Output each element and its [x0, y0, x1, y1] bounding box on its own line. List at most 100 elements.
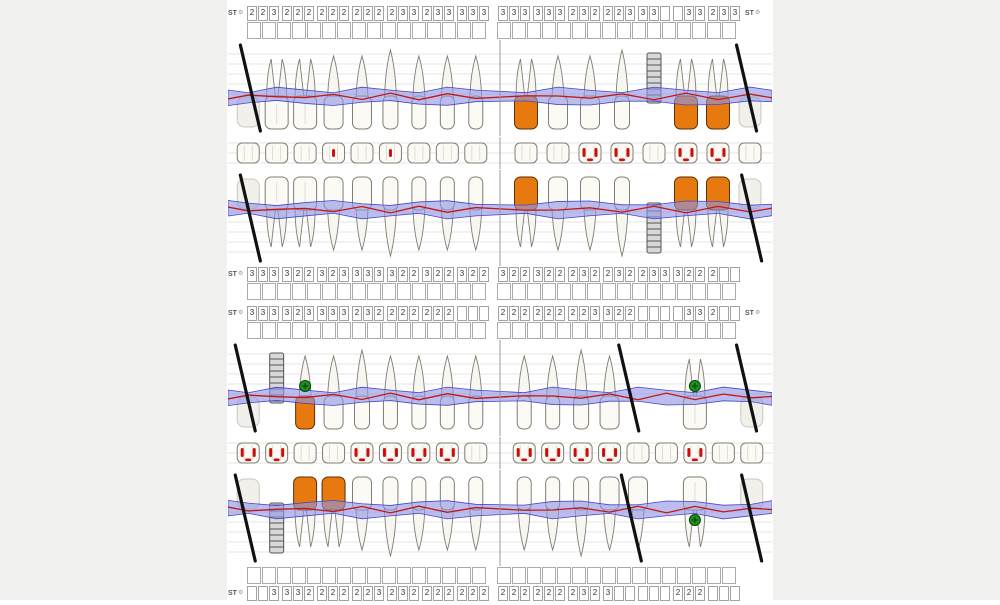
- probing-depth-box[interactable]: 2: [422, 5, 432, 21]
- tooth-canine[interactable]: [614, 48, 630, 130]
- lower-arch-lingual-view[interactable]: [228, 470, 772, 566]
- probing-depth-box[interactable]: 2: [317, 585, 327, 601]
- empty-measure-box[interactable]: [557, 322, 571, 339]
- probing-depth-box[interactable]: 3: [352, 266, 362, 282]
- probing-depth-box[interactable]: 3: [509, 5, 519, 21]
- empty-measure-box[interactable]: [647, 22, 661, 39]
- probing-depth-box[interactable]: 2: [498, 585, 508, 601]
- probing-depth-box[interactable]: 3: [374, 266, 384, 282]
- empty-measure-box[interactable]: [337, 283, 351, 300]
- probing-depth-box[interactable]: 2: [568, 5, 578, 21]
- probing-depth-box[interactable]: 3: [649, 266, 659, 282]
- empty-measure-box[interactable]: [457, 322, 471, 339]
- probing-depth-box[interactable]: 3: [422, 266, 432, 282]
- empty-measure-box[interactable]: [322, 283, 336, 300]
- probing-depth-box[interactable]: 3: [339, 305, 349, 321]
- probing-depth-box[interactable]: 2: [258, 5, 268, 21]
- empty-measure-box[interactable]: [692, 322, 706, 339]
- empty-measure-box[interactable]: [722, 283, 736, 300]
- probing-depth-box[interactable]: 2: [568, 266, 578, 282]
- empty-measure-box[interactable]: [352, 22, 366, 39]
- empty-measure-box[interactable]: [617, 283, 631, 300]
- occlusal-surface[interactable]: [236, 142, 260, 164]
- probing-depth-box[interactable]: 3: [695, 305, 705, 321]
- probing-depth-box[interactable]: [673, 305, 683, 321]
- empty-measure-box[interactable]: [602, 22, 616, 39]
- probing-depth-box[interactable]: 2: [433, 305, 443, 321]
- empty-measure-box[interactable]: [277, 22, 291, 39]
- empty-measure-box[interactable]: [632, 22, 646, 39]
- tooth-canine[interactable]: [354, 348, 370, 430]
- probing-depth-box[interactable]: 2: [422, 305, 432, 321]
- probing-depth-box[interactable]: 2: [638, 266, 648, 282]
- empty-measure-box[interactable]: [677, 322, 691, 339]
- empty-measure-box[interactable]: [557, 283, 571, 300]
- probing-depth-box[interactable]: 2: [457, 585, 467, 601]
- empty-measure-box[interactable]: [367, 283, 381, 300]
- probing-depth-box[interactable]: 2: [293, 5, 303, 21]
- upper-arch-palatal-view[interactable]: [228, 170, 772, 266]
- probing-depth-box[interactable]: [638, 585, 648, 601]
- empty-measure-box[interactable]: [632, 567, 646, 584]
- probing-depth-box[interactable]: [638, 305, 648, 321]
- probing-depth-box[interactable]: 2: [555, 585, 565, 601]
- empty-measure-box[interactable]: [247, 567, 261, 584]
- probing-depth-box[interactable]: 3: [533, 266, 543, 282]
- occlusal-surface[interactable]: [350, 442, 374, 464]
- empty-measure-box[interactable]: [457, 22, 471, 39]
- probing-depth-box[interactable]: 2: [328, 5, 338, 21]
- occlusal-surface[interactable]: [598, 442, 622, 464]
- empty-measure-box[interactable]: [427, 22, 441, 39]
- probing-depth-box[interactable]: 2: [603, 266, 613, 282]
- probing-depth-box[interactable]: 2: [409, 305, 419, 321]
- probing-depth-box[interactable]: 2: [352, 585, 362, 601]
- furcation-marker[interactable]: [688, 514, 701, 526]
- empty-measure-box[interactable]: [497, 322, 511, 339]
- empty-measure-box[interactable]: [527, 22, 541, 39]
- empty-measure-box[interactable]: [442, 567, 456, 584]
- empty-measure-box[interactable]: [367, 567, 381, 584]
- empty-measure-box[interactable]: [337, 22, 351, 39]
- tooth-premolar[interactable]: [599, 476, 620, 552]
- tooth-molar-restored[interactable]: [514, 58, 538, 130]
- probing-depth-box[interactable]: 2: [603, 5, 613, 21]
- empty-measure-box[interactable]: [692, 22, 706, 39]
- occlusal-surface[interactable]: [464, 442, 488, 464]
- probing-depth-box[interactable]: [660, 585, 670, 601]
- probing-depth-box[interactable]: 2: [544, 585, 554, 601]
- probing-depth-box[interactable]: [730, 585, 740, 601]
- probing-depth-box[interactable]: 2: [708, 266, 718, 282]
- probing-depth-box[interactable]: [258, 585, 268, 601]
- probing-depth-box[interactable]: 2: [293, 305, 303, 321]
- probing-depth-box[interactable]: 3: [695, 5, 705, 21]
- empty-measure-box[interactable]: [367, 322, 381, 339]
- probing-depth-box[interactable]: 2: [568, 585, 578, 601]
- empty-measure-box[interactable]: [262, 322, 276, 339]
- probing-depth-box[interactable]: 2: [304, 266, 314, 282]
- probing-depth-box[interactable]: 2: [509, 585, 519, 601]
- tooth-incisor[interactable]: [468, 476, 484, 552]
- empty-measure-box[interactable]: [322, 322, 336, 339]
- occlusal-surface[interactable]: [654, 442, 678, 464]
- probing-depth-box[interactable]: 3: [638, 5, 648, 21]
- empty-measure-box[interactable]: [307, 567, 321, 584]
- probing-depth-box[interactable]: 3: [363, 266, 373, 282]
- empty-measure-box[interactable]: [457, 283, 471, 300]
- empty-measure-box[interactable]: [602, 322, 616, 339]
- occlusal-surface[interactable]: [407, 442, 431, 464]
- occlusal-surface[interactable]: [514, 142, 538, 164]
- probing-depth-box[interactable]: 3: [684, 305, 694, 321]
- empty-measure-box[interactable]: [572, 322, 586, 339]
- empty-measure-box[interactable]: [587, 283, 601, 300]
- occlusal-surface[interactable]: [546, 142, 570, 164]
- empty-measure-box[interactable]: [382, 322, 396, 339]
- probing-depth-box[interactable]: 3: [730, 5, 740, 21]
- empty-measure-box[interactable]: [352, 567, 366, 584]
- occlusal-surface[interactable]: [322, 442, 346, 464]
- empty-measure-box[interactable]: [292, 567, 306, 584]
- gear-icon[interactable]: ⚙: [237, 271, 244, 277]
- probing-depth-box[interactable]: [660, 305, 670, 321]
- occlusal-surface[interactable]: [236, 442, 260, 464]
- probing-depth-box[interactable]: 2: [398, 305, 408, 321]
- gear-icon[interactable]: ⚙: [754, 310, 761, 316]
